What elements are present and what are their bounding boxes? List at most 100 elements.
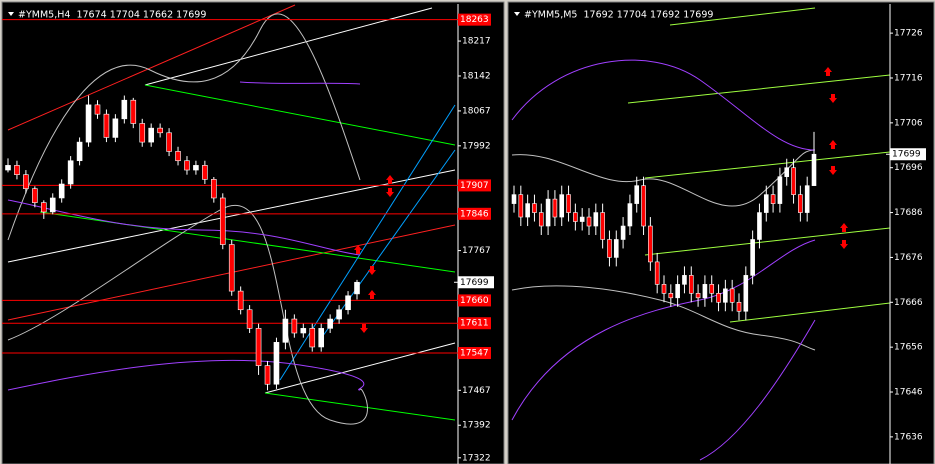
candle-body	[184, 160, 190, 171]
candle-body	[777, 176, 783, 204]
y-tick-label: 18217	[462, 37, 491, 47]
trend-line	[644, 227, 891, 256]
y-tick-label: 17676	[894, 253, 923, 263]
y-tick-label: 17726	[894, 29, 923, 39]
level-label: 17846	[460, 209, 489, 219]
last-price-box	[890, 148, 926, 161]
ma-line	[511, 59, 816, 151]
candle-body	[532, 203, 537, 213]
trend-line	[627, 74, 891, 104]
candle-body	[688, 275, 694, 294]
trend-line	[729, 302, 891, 323]
arrow-up	[368, 290, 376, 299]
y-tick-label: 17636	[894, 432, 923, 442]
channel-line	[279, 104, 456, 381]
trend-line	[144, 7, 433, 86]
title-arrow	[8, 12, 14, 16]
candle-body	[538, 212, 544, 227]
candle-body	[121, 99, 128, 120]
candle-body	[175, 151, 181, 162]
y-tick-label: 17392	[462, 421, 491, 431]
y-tick-label: 17696	[894, 163, 923, 173]
last-price-label: 17699	[460, 278, 489, 288]
y-tick-label: 17666	[894, 298, 923, 308]
candle-body	[804, 185, 810, 213]
candle-body	[282, 318, 289, 343]
candle-body	[157, 127, 163, 134]
arrow-up	[829, 140, 837, 149]
candle-body	[743, 275, 749, 312]
candle-body	[627, 203, 633, 227]
candle-body	[67, 160, 74, 185]
signal-arrows	[354, 67, 848, 333]
y-tick-label: 17992	[462, 141, 491, 151]
candle-body	[112, 118, 119, 138]
chart-title: #YMM5,H4 17674 17704 17662 17699	[18, 10, 206, 21]
level-label: 18263	[460, 15, 489, 25]
candle-body	[23, 174, 29, 189]
y-tick-label: 17686	[894, 208, 923, 218]
trend-line	[7, 4, 296, 131]
arrow-up	[840, 223, 848, 232]
candle-body	[702, 284, 708, 299]
arrow-up	[824, 67, 832, 76]
candle-body	[202, 165, 208, 180]
candle-body	[525, 203, 530, 218]
ma-line	[239, 81, 361, 85]
candle-body	[566, 194, 571, 213]
level-box	[458, 13, 491, 26]
arrow-down	[360, 324, 368, 333]
candle-body	[211, 179, 217, 199]
band-lower	[511, 285, 816, 351]
candle-body	[784, 167, 790, 177]
candle-body	[811, 153, 817, 186]
candle-body	[5, 165, 11, 171]
candle-body	[49, 197, 56, 213]
candle-body	[354, 281, 360, 295]
candle-body	[291, 318, 298, 334]
candle-body	[193, 165, 199, 171]
level-label: 17547	[460, 349, 489, 359]
candle-body	[309, 328, 316, 348]
last-price-box	[458, 276, 494, 289]
candle-body	[545, 198, 551, 227]
level-box	[458, 294, 491, 307]
arrow-up	[354, 245, 362, 254]
right-panel	[507, 1, 935, 464]
candle-body	[661, 284, 667, 294]
level-label: 17611	[460, 319, 489, 329]
channel-line	[319, 149, 456, 341]
candle-body	[130, 99, 137, 124]
candle-body	[327, 318, 333, 329]
y-tick-label: 17322	[462, 453, 491, 463]
candle-body	[318, 328, 325, 348]
candle-body	[729, 288, 735, 303]
candle-body	[518, 194, 524, 218]
candle-body	[791, 167, 796, 195]
candle-body	[798, 194, 803, 213]
y-tick-label: 18067	[462, 106, 491, 116]
level-box	[458, 347, 491, 360]
candle-body	[709, 284, 715, 294]
arrow-down	[368, 266, 376, 275]
candle-body	[613, 239, 619, 258]
candle-body	[511, 194, 517, 204]
title-arrow	[514, 12, 520, 16]
candle-body	[763, 194, 769, 213]
candle-body	[716, 293, 721, 303]
candle-body	[166, 132, 172, 152]
candle-body	[682, 275, 687, 285]
arrow-down	[829, 94, 837, 103]
candle-body	[770, 194, 776, 204]
indicators	[7, 4, 891, 461]
y-tick-label: 17706	[894, 118, 923, 128]
candle-body	[246, 309, 253, 329]
candle-body	[648, 225, 653, 263]
level-label: 17907	[460, 181, 489, 191]
trend-line	[669, 7, 816, 26]
candle-body	[559, 194, 565, 218]
candle-body	[40, 202, 47, 213]
candle-body	[94, 104, 101, 115]
candle-body	[139, 123, 146, 143]
